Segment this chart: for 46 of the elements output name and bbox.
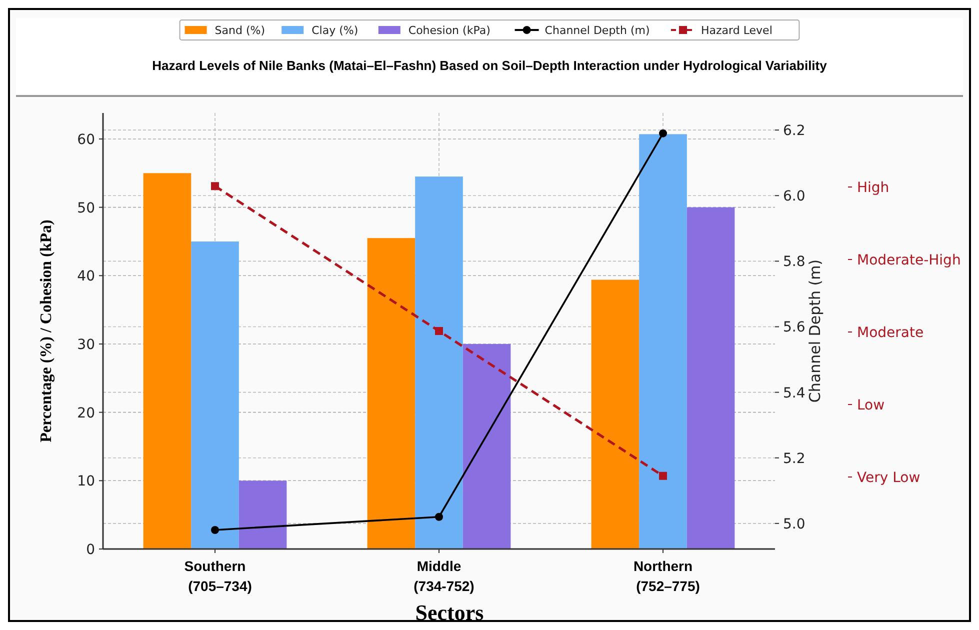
legend-label: Cohesion (kPa) bbox=[408, 24, 490, 37]
y-tick-label: 60 bbox=[77, 132, 95, 148]
chart-title: Hazard Levels of Nile Banks (Matai–El–Fashn) Based on Soil–Depth Interaction under Hydrological Variability bbox=[152, 58, 828, 73]
bar bbox=[591, 280, 640, 549]
point bbox=[211, 182, 219, 190]
y2-tick-label: 5.6 bbox=[783, 320, 806, 336]
x-tick-label: Northern (752–775) bbox=[633, 558, 700, 594]
text: Low bbox=[857, 398, 885, 414]
bar bbox=[367, 238, 416, 549]
text: Moderate-High bbox=[857, 252, 961, 268]
y2-tick-label: 5.8 bbox=[783, 254, 806, 270]
point bbox=[435, 512, 443, 521]
y2-tick-label: 5.2 bbox=[783, 450, 806, 467]
bar bbox=[686, 207, 735, 549]
legend-label: Channel Depth (m) bbox=[544, 24, 650, 37]
text: Very Low bbox=[857, 470, 920, 486]
y-tick-label: 10 bbox=[77, 474, 95, 490]
text: High bbox=[857, 180, 890, 196]
bar bbox=[462, 344, 511, 549]
y-axis-title: Percentage (%) / Cohesion (kPa) bbox=[38, 220, 55, 442]
y2-tick-label: 6.2 bbox=[783, 123, 806, 140]
y-tick-label: 30 bbox=[77, 336, 95, 353]
legend-label: Hazard Level bbox=[701, 24, 772, 37]
y-tick-label: 40 bbox=[77, 268, 95, 285]
point bbox=[211, 526, 219, 534]
text: Moderate bbox=[857, 325, 924, 341]
bar bbox=[143, 173, 192, 549]
x-tick-label: Southern (705–734) bbox=[184, 558, 252, 594]
legend-label: Sand (%) bbox=[214, 24, 266, 37]
point bbox=[435, 327, 443, 335]
x-axis-title: Sectors bbox=[415, 600, 484, 625]
y2-tick-label: 5.0 bbox=[783, 516, 806, 532]
point bbox=[659, 129, 667, 138]
y-tick-label: 50 bbox=[77, 200, 95, 216]
y2-tick-label: 5.4 bbox=[783, 385, 806, 402]
bar bbox=[639, 134, 687, 549]
y2-axis-title: Channel Depth (m) bbox=[806, 259, 824, 403]
y-tick-label: 20 bbox=[77, 405, 95, 422]
x-tick-label: Middle (734-752) bbox=[414, 558, 474, 594]
y-tick-label: 0 bbox=[86, 542, 95, 558]
point bbox=[659, 472, 667, 480]
bar bbox=[191, 241, 239, 549]
legend-label: Clay (%) bbox=[312, 24, 358, 37]
bar bbox=[415, 176, 463, 549]
bar bbox=[238, 480, 287, 549]
y2-tick-label: 6.0 bbox=[783, 188, 806, 205]
